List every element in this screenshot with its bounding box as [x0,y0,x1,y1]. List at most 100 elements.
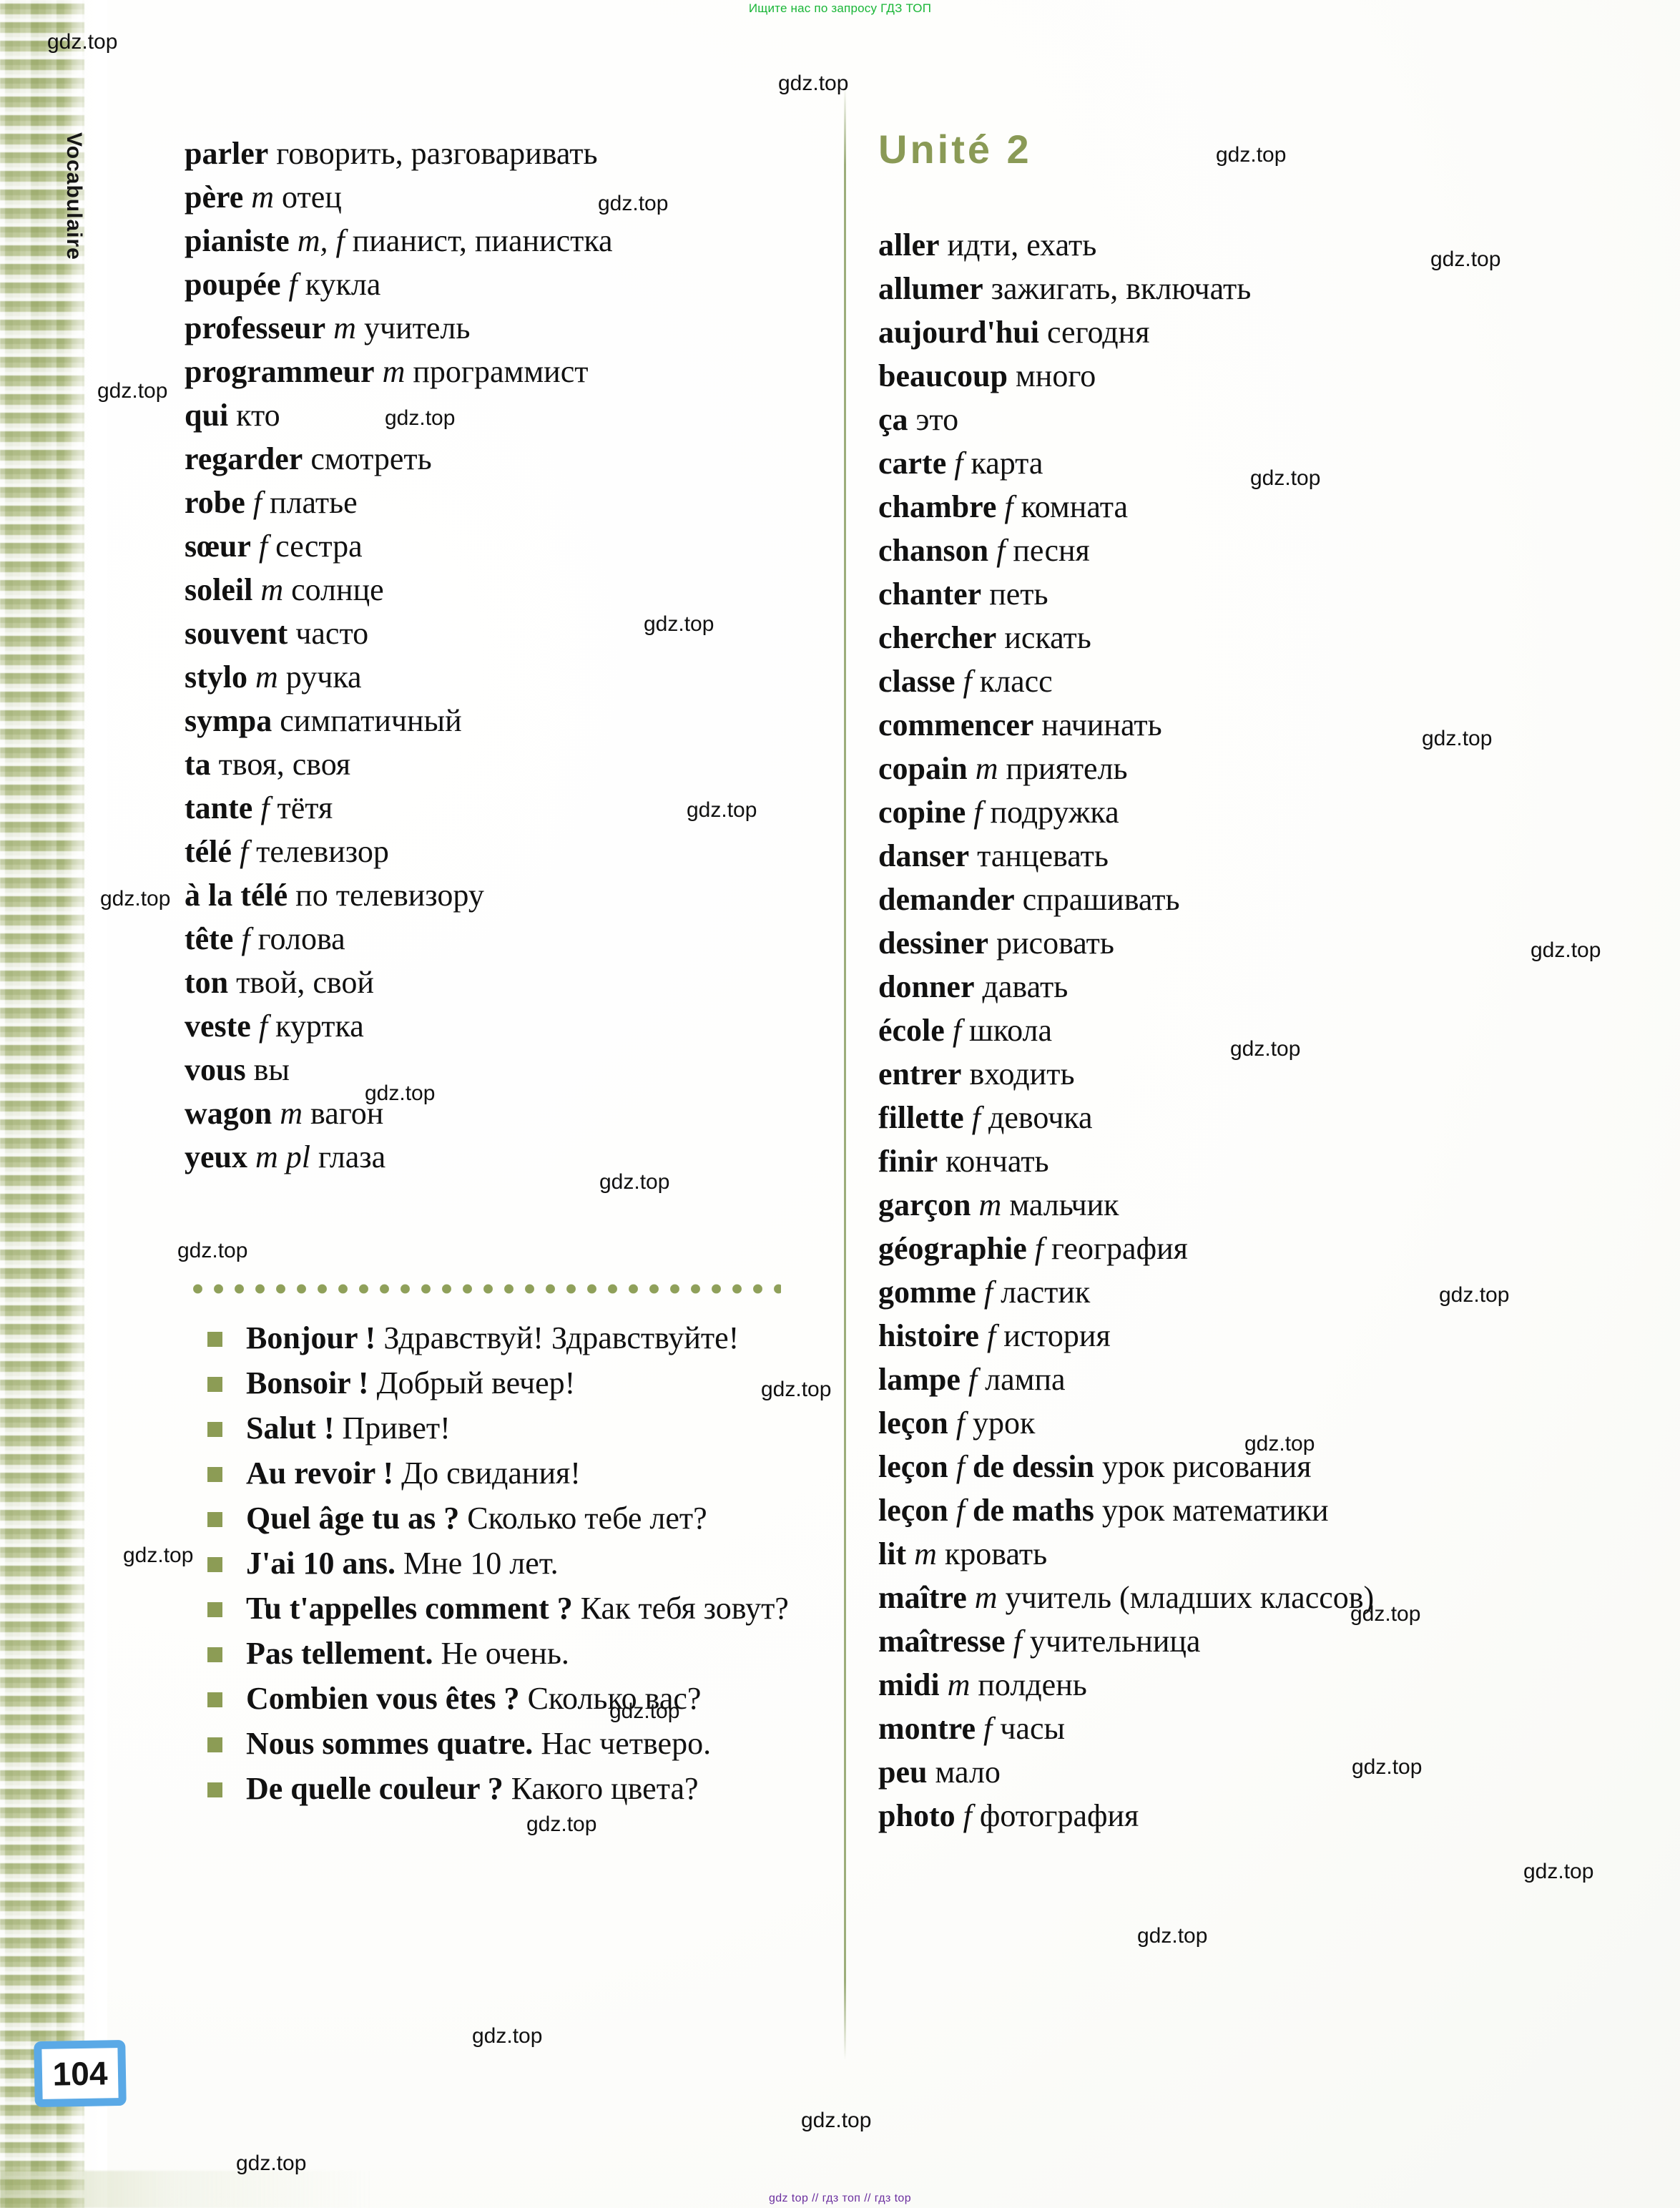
vocabulary-entry: maîtresse f учительница [878,1619,1601,1663]
entry-term: souvent [185,616,288,651]
entry-term: veste [185,1009,251,1044]
entry-term-suffix: de maths [973,1493,1094,1528]
phrase-item: Salut ! Привет! [199,1406,828,1450]
phrase-translation: Привет! [342,1410,451,1446]
vocabulary-entry: aujourd'hui сегодня [878,310,1601,354]
vocabulary-entry: yeux m pl глаза [185,1135,828,1179]
vocabulary-entry: leçon f урок [878,1401,1601,1445]
vocabulary-entry: histoire f история [878,1314,1601,1358]
square-bullet-icon [207,1602,222,1617]
site-watermark: gdz.top [1137,1924,1208,1948]
vocabulary-entry: ça это [878,398,1601,441]
entry-translation: кончать [945,1144,1049,1179]
entry-term: ta [185,747,211,782]
bottom-promo-banner: gdz top // гдз топ // гдз top [768,2192,912,2204]
vocabulary-entry: donner давать [878,965,1601,1009]
vocabulary-entry: maître m учитель (младших классов) [878,1576,1601,1619]
entry-translation: часы [1000,1711,1066,1746]
vocabulary-list-left: parler говорить, разговаривать père m оте… [185,132,828,1179]
entry-translation: голова [257,921,345,956]
site-watermark: gdz.top [97,379,168,403]
entry-term: maître [878,1580,967,1615]
entry-term: midi [878,1667,940,1702]
entry-translation: искать [1004,620,1091,655]
site-watermark: gdz.top [1523,1860,1594,1883]
entry-gender-marker: f [963,664,972,699]
entry-translation: девочка [988,1100,1093,1135]
phrase-item: J'ai 10 ans. Мне 10 лет. [199,1541,828,1585]
entry-translation: мало [935,1755,1001,1790]
entry-translation: учитель (младших классов) [1005,1580,1375,1615]
entry-term: école [878,1013,945,1048]
entry-term: leçon [878,1405,948,1441]
vocabulary-entry: télé f телевизор [185,830,828,873]
entry-translation: мальчик [1009,1187,1119,1222]
entry-term: yeux [185,1139,247,1174]
vocabulary-entry: géographie f география [878,1227,1601,1270]
section-tab-vocabulaire: Vocabulaire [62,132,86,260]
page-number-badge: 104 [34,2039,127,2108]
vocabulary-entry: sympa симпатичный [185,699,828,742]
entry-translation: песня [1013,533,1090,568]
vocabulary-entry: poupée f кукла [185,262,828,306]
vocabulary-entry: chanson f песня [878,529,1601,572]
vocabulary-entry: stylo m ручка [185,655,828,699]
vocabulary-entry: soleil m солнце [185,568,828,612]
vocabulary-entry: copine f подружка [878,790,1601,834]
entry-term: tante [185,790,253,825]
entry-term: entrer [878,1056,962,1091]
vocabulary-list-right: aller идти, ехать allumer зажигать, включ… [878,223,1601,1837]
phrase-item: Quel âge tu as ? Сколько тебе лет? [199,1496,828,1540]
entry-term: chambre [878,489,997,524]
entry-term: copine [878,795,966,830]
entry-translation: начинать [1041,707,1162,742]
entry-translation: петь [989,576,1048,612]
entry-term: aujourd'hui [878,315,1039,350]
square-bullet-icon [207,1332,222,1347]
vocabulary-entry: lit m кровать [878,1532,1601,1576]
entry-translation: кровать [944,1536,1048,1571]
vocabulary-entry: père m отец [185,175,828,219]
vocabulary-entry: leçon f de maths урок математики [878,1488,1601,1532]
vocabulary-entry: beaucoup много [878,354,1601,398]
entry-term: copain [878,751,968,786]
vocabulary-entry: tante f тётя [185,786,828,830]
entry-term: vous [185,1052,246,1087]
entry-term: donner [878,969,975,1004]
entry-translation: говорить, разговаривать [276,136,598,171]
phrase-french: Combien vous êtes ? [246,1681,520,1716]
entry-term: beaucoup [878,358,1008,393]
spine-bottom-texture [0,2171,844,2208]
entry-translation: урок [973,1405,1036,1441]
entry-term: lit [878,1536,907,1571]
entry-translation: кто [236,398,280,433]
entry-translation: комната [1021,489,1129,524]
entry-translation: география [1051,1231,1188,1266]
entry-translation: учитель [363,310,471,345]
entry-term: sympa [185,703,272,738]
entry-translation: школа [969,1013,1052,1048]
entry-gender-marker: f [252,485,262,520]
entry-translation: программист [413,354,589,389]
entry-translation: приятель [1006,751,1128,786]
entry-translation: сестра [275,529,363,564]
entry-translation: ластик [1001,1275,1091,1310]
vocabulary-entry: gomme f ластик [878,1270,1601,1314]
vocabulary-entry: leçon f de dessin урок рисования [878,1445,1601,1488]
phrase-item: Combien vous êtes ? Сколько вас? [199,1677,828,1720]
entry-translation: входить [969,1056,1075,1091]
square-bullet-icon [207,1737,222,1752]
phrase-french: Quel âge tu as ? [246,1501,460,1536]
vocabulary-entry: allumer зажигать, включать [878,267,1601,310]
phrase-translation: Мне 10 лет. [403,1546,559,1581]
entry-gender-marker: f [956,1449,965,1484]
phrase-translation: Нас четверо. [541,1726,712,1761]
entry-term: dessiner [878,926,988,961]
phrase-french: J'ai 10 ans. [246,1546,396,1581]
phrase-translation: Какого цвета? [511,1771,699,1806]
entry-term: poupée [185,267,281,302]
entry-translation: полдень [978,1667,1087,1702]
entry-term: classe [878,664,956,699]
entry-term: leçon [878,1493,948,1528]
